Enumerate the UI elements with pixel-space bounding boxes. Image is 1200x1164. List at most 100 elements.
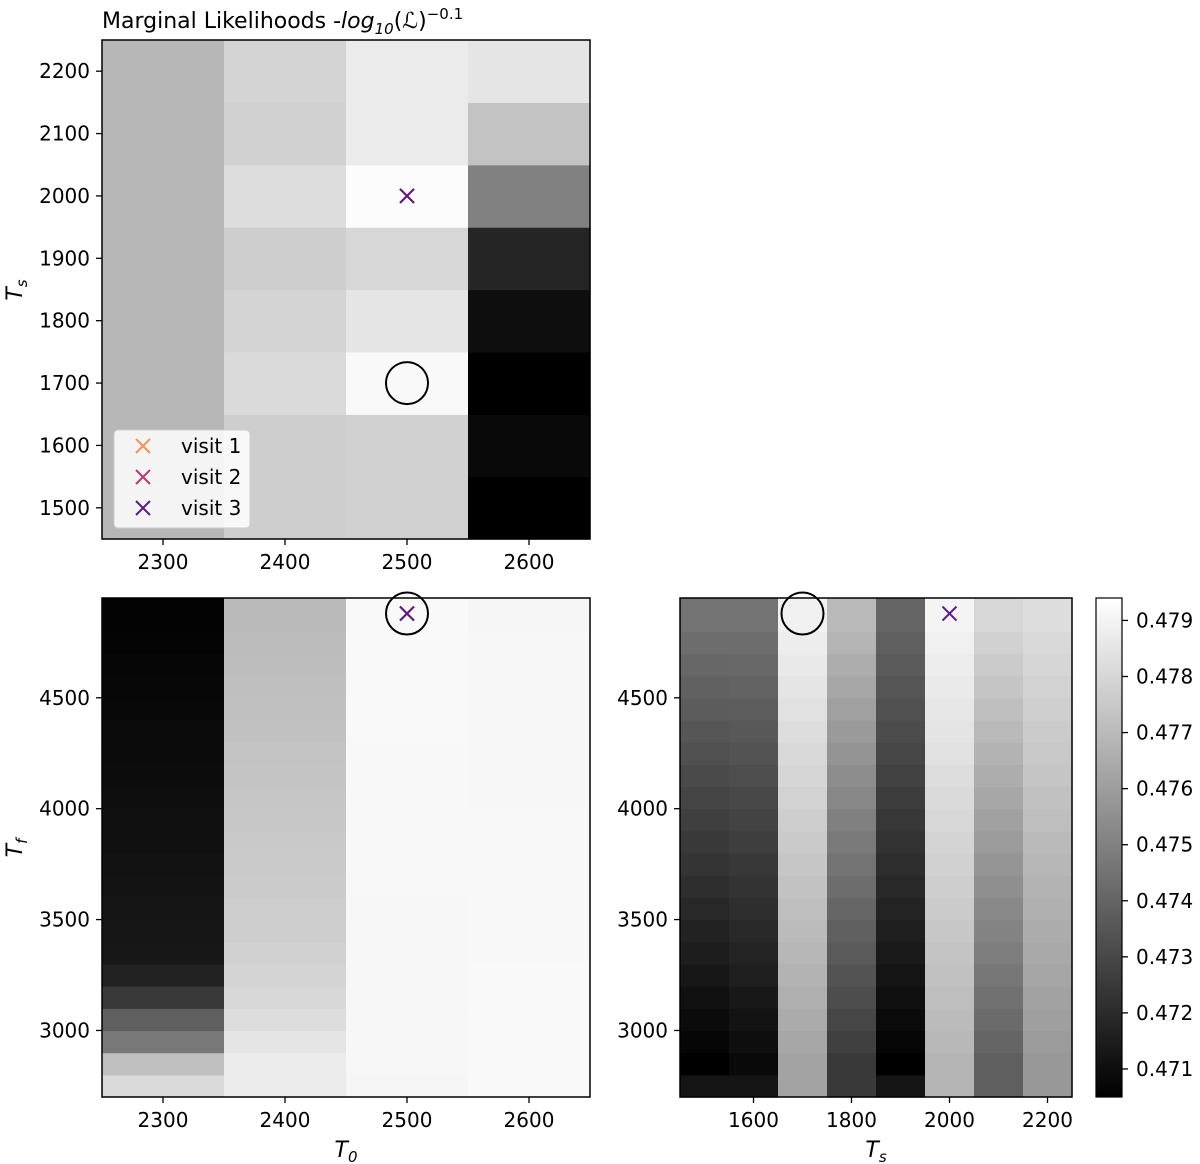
heatmap-cell [778, 653, 828, 677]
heatmap-cell [102, 897, 225, 921]
heatmap-cell [346, 653, 469, 677]
heatmap-cell [876, 697, 926, 721]
heatmap-cell [974, 742, 1024, 765]
heatmap-cell [925, 830, 975, 854]
heatmap-cell [1023, 830, 1073, 854]
heatmap-cell [974, 830, 1024, 854]
heatmap-cell [925, 986, 975, 1009]
heatmap-cell [974, 897, 1024, 921]
heatmap-cell [876, 963, 926, 987]
heatmap-cell [224, 40, 347, 103]
heatmap-cell [102, 830, 225, 854]
heatmap-cell [346, 830, 469, 854]
heatmap-cell [346, 963, 469, 987]
heatmap-cell [778, 1052, 828, 1076]
colorbar-gradient [1095, 597, 1123, 1098]
heatmap-cell [925, 941, 975, 965]
heatmap-cell [876, 875, 926, 898]
heatmap-cell [224, 786, 347, 810]
overlay [385, 188, 429, 406]
panel-t0-vs-ts: 2300 2400 2500 2600 1500 1600 1700 1800 1900 2000… [3, 39, 591, 574]
heatmap-cell [1023, 742, 1073, 765]
title-exp: −0.1 [427, 5, 463, 23]
x-tick-label: 2400 [260, 550, 311, 574]
colorbar-tick-label: 0.471 [1136, 1057, 1193, 1081]
heatmap-cell [680, 598, 730, 632]
heatmap-cell [729, 986, 779, 1009]
heatmap-cell [102, 631, 225, 655]
heatmap-cell [876, 719, 926, 743]
heatmap-cell [729, 742, 779, 765]
heatmap-cell [468, 631, 591, 655]
heatmap-cell [102, 808, 225, 832]
heatmap-cell [974, 963, 1024, 987]
x-tick-label: 2000 [924, 1108, 975, 1132]
heatmap-cell [346, 675, 469, 699]
heatmap-cell [729, 1030, 779, 1054]
visit-marker [135, 438, 151, 454]
heatmap-cell [778, 719, 828, 743]
colorbar-ticks: 0.471 0.472 0.473 0.474 0.475 0.476 0.477 0.478… [1122, 608, 1193, 1081]
heatmap-cell [102, 786, 225, 810]
heatmap-cell [346, 986, 469, 1009]
heatmap-cell [778, 808, 828, 832]
heatmap-cell [729, 808, 779, 832]
heatmap-cell [468, 786, 591, 810]
heatmap-cell [224, 897, 347, 921]
heatmap-cell [925, 631, 975, 655]
heatmap-cell [102, 40, 225, 103]
heatmap-cell [778, 986, 828, 1009]
heatmap-cell [876, 853, 926, 876]
heatmap-cell [346, 631, 469, 655]
heatmap-cell [468, 675, 591, 699]
x-axis-label: Ts [865, 1138, 886, 1164]
heatmap-cell [729, 1074, 779, 1098]
heatmap-cell [827, 598, 877, 632]
heatmap-cell [468, 963, 591, 987]
heatmap-cell [224, 853, 347, 876]
heatmap-cell [468, 1008, 591, 1032]
panel-ts-vs-tf: 1600 1800 2000 2200 3000 3500 4000 4500 Ts [617, 591, 1073, 1164]
heatmap-cell [729, 786, 779, 810]
x-tick-label: 2600 [504, 1108, 555, 1132]
colorbar-tick-label: 0.474 [1136, 889, 1193, 913]
heatmap-cell [1023, 719, 1073, 743]
heatmap-cell [876, 897, 926, 921]
heatmap-cell [102, 919, 225, 943]
heatmap-cell [102, 963, 225, 987]
heatmap-cell [346, 1052, 469, 1076]
heatmap-cell [974, 697, 1024, 721]
heatmap-cell [827, 697, 877, 721]
heatmap-cell [224, 963, 347, 987]
heatmap-cell [102, 875, 225, 898]
heatmap-cell [680, 1074, 730, 1098]
heatmap-cell [224, 1074, 347, 1098]
heatmap-cell [925, 1030, 975, 1054]
heatmap-cell [925, 897, 975, 921]
visit-marker [399, 605, 415, 622]
visit-marker [399, 188, 415, 204]
heatmap-cell [224, 598, 347, 632]
heatmap-cell [346, 414, 469, 478]
heatmap-cell [778, 941, 828, 965]
axes-frame [679, 597, 1073, 1098]
heatmap-cell [778, 1008, 828, 1032]
heatmap-cell [680, 986, 730, 1009]
heatmap-cell [729, 830, 779, 854]
visit-marker [135, 500, 151, 516]
heatmap-cell [346, 875, 469, 898]
heatmap-cell [680, 1030, 730, 1054]
heatmap-cell [827, 786, 877, 810]
heatmap-cell [876, 986, 926, 1009]
heatmap-cell [468, 1030, 591, 1054]
heatmap-cell [224, 289, 347, 353]
colorbar-tick-label: 0.476 [1136, 777, 1193, 801]
overlay [780, 591, 958, 636]
heatmap-cell [346, 919, 469, 943]
heatmap-cell [468, 351, 591, 415]
heatmap-cell [346, 742, 469, 765]
heatmap-cell [224, 631, 347, 655]
heatmap-cell [925, 808, 975, 832]
heatmap-cell [1023, 1030, 1073, 1054]
